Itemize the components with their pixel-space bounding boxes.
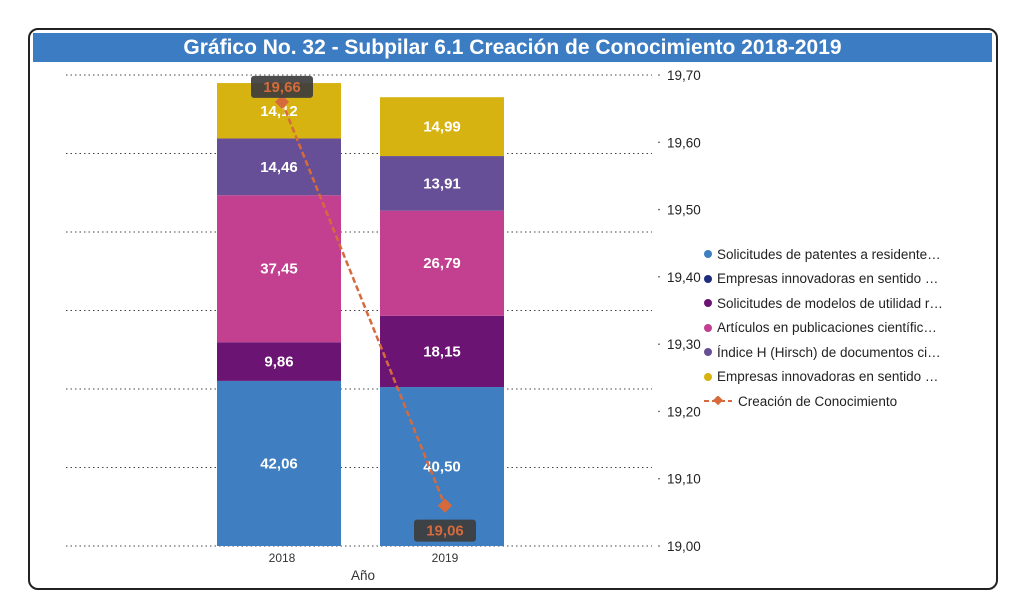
right-axis-tick (658, 545, 660, 547)
line-series (280, 101, 447, 507)
legend-item-line[interactable]: Creación de Conocimiento (704, 389, 943, 414)
bar-segment (380, 156, 504, 211)
right-axis-tick-label: 19,70 (667, 68, 701, 83)
legend-item[interactable]: Empresas innovadoras en sentido … (704, 267, 943, 292)
line-data-label-box (414, 519, 476, 542)
legend-item[interactable]: Artículos en publicaciones científic… (704, 316, 943, 341)
bar-data-label: 37,45 (260, 261, 298, 278)
right-axis-tick-label: 19,00 (667, 539, 701, 554)
legend-item[interactable]: Solicitudes de modelos de utilidad r… (704, 291, 943, 316)
legend-item[interactable]: Solicitudes de patentes a residente… (704, 242, 943, 267)
bar-segment (217, 195, 341, 343)
legend-marker-icon (704, 274, 712, 283)
legend-label: Índice H (Hirsch) de documentos ci… (717, 344, 941, 360)
bar-data-label: 42,06 (260, 455, 298, 472)
bar-data-label: 18,15 (423, 343, 461, 360)
right-axis-tick (658, 141, 660, 144)
right-axis-tick (658, 343, 660, 345)
legend-item[interactable]: Empresas innovadoras en sentido … (704, 365, 943, 390)
legend-label: Artículos en publicaciones científic… (717, 320, 937, 336)
right-axis-tick (658, 276, 660, 278)
legend-line-marker-icon (704, 396, 732, 406)
legend-marker-icon (704, 348, 712, 357)
right-axis-tick-label: 19,20 (667, 404, 701, 419)
bar-data-label: 9,86 (264, 354, 293, 371)
right-axis-tick-label: 19,40 (667, 270, 701, 285)
right-axis-tick (658, 208, 660, 211)
right-axis-tick-label: 19,30 (667, 337, 701, 352)
line-data-label-box (251, 75, 313, 98)
right-axis-tick (658, 74, 660, 76)
line-marker (274, 94, 290, 109)
bar-segment (380, 315, 504, 388)
legend-marker-icon (704, 250, 712, 259)
legend-label: Empresas innovadoras en sentido … (717, 369, 939, 385)
line-data-label: 19,06 (426, 523, 464, 540)
line-data-label: 19,66 (263, 79, 301, 96)
x-axis-title: Año (351, 568, 375, 583)
bar-segment (217, 380, 341, 546)
right-axis-tick (658, 410, 660, 413)
right-axis-tick-label: 19,10 (667, 472, 701, 487)
legend-marker-icon (704, 323, 712, 332)
legend-marker-icon (704, 372, 712, 381)
legend-label: Empresas innovadoras en sentido … (717, 271, 939, 287)
bar-data-label: 14,99 (423, 119, 461, 136)
chart-frame (28, 28, 998, 590)
bar-segment (380, 97, 504, 157)
bar-segment (380, 210, 504, 316)
right-axis-tick-label: 19,60 (667, 135, 701, 150)
right-axis-tick (658, 477, 660, 480)
legend-label: Solicitudes de modelos de utilidad r… (717, 295, 943, 311)
chart-title: Gráfico No. 32 - Subpilar 6.1 Creación d… (33, 33, 992, 62)
bar-data-label: 14,46 (260, 159, 298, 176)
legend-item[interactable]: Índice H (Hirsch) de documentos ci… (704, 340, 943, 365)
legend: Solicitudes de patentes a residente… Empr… (704, 242, 943, 414)
bar-data-label: 40,50 (423, 459, 461, 476)
bar-segment (217, 138, 341, 196)
bar-data-label: 13,91 (423, 175, 461, 192)
bar-segment (380, 387, 504, 546)
x-tick-label: 2019 (432, 551, 459, 565)
right-axis-tick-label: 19,50 (667, 203, 701, 218)
legend-marker-icon (704, 299, 712, 308)
bar-data-label: 26,79 (423, 255, 461, 272)
legend-label: Solicitudes de patentes a residente… (717, 246, 941, 262)
bar-segment (217, 342, 341, 381)
legend-label: Creación de Conocimiento (738, 393, 898, 409)
x-tick-label: 2018 (269, 551, 296, 565)
line-marker (437, 498, 453, 513)
